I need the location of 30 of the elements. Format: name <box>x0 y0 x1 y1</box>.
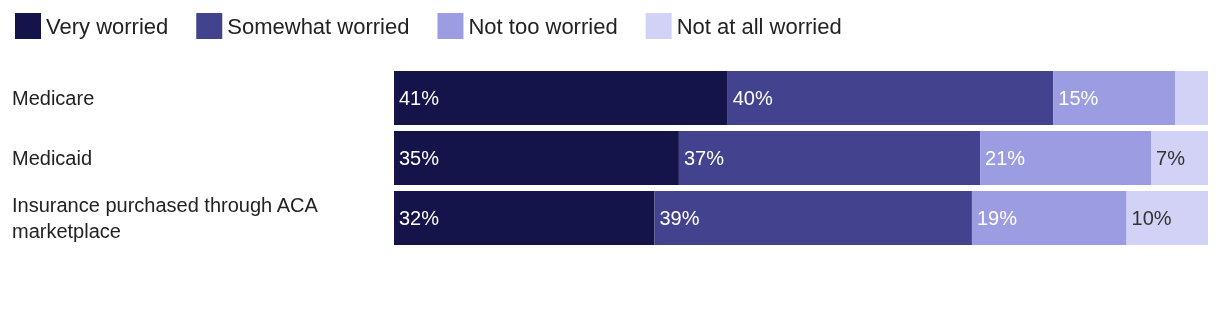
data-label: 37% <box>683 147 725 169</box>
data-label: 10% <box>1131 207 1172 229</box>
bar <box>971 191 1127 245</box>
data-label: 32% <box>399 207 440 229</box>
y-tick-label: Insurance purchased through ACA marketplace <box>12 194 323 242</box>
bar <box>1175 71 1208 125</box>
data-label: 35% <box>399 147 440 169</box>
data-label: 7% <box>1156 147 1186 169</box>
bar <box>678 131 981 185</box>
legend-label: Somewhat worried <box>227 13 410 39</box>
data-label: 15% <box>1058 87 1099 109</box>
data-label: 21% <box>985 147 1026 169</box>
legend-label: Very worried <box>46 13 169 39</box>
legend-label: Not too worried <box>468 13 618 39</box>
bar <box>1151 131 1208 185</box>
data-label: 40% <box>732 87 773 109</box>
bar <box>394 131 679 185</box>
bar <box>980 131 1152 185</box>
legend-label: Not at all worried <box>676 13 842 39</box>
bar <box>1053 71 1176 125</box>
bar <box>394 191 655 245</box>
data-label: 41% <box>399 87 440 109</box>
data-label: 39% <box>659 207 700 229</box>
y-tick-label: Medicare <box>12 87 95 109</box>
y-tick-label: Medicaid <box>12 147 93 169</box>
bar <box>654 191 972 245</box>
bar <box>1126 191 1208 245</box>
bar <box>394 71 728 125</box>
data-label: 19% <box>976 207 1018 229</box>
bar <box>727 71 1054 125</box>
